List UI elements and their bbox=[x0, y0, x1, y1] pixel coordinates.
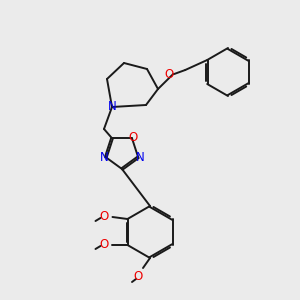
Text: O: O bbox=[128, 131, 138, 144]
Text: O: O bbox=[100, 238, 109, 251]
Text: N: N bbox=[108, 100, 116, 113]
Text: O: O bbox=[100, 211, 109, 224]
Text: O: O bbox=[134, 269, 142, 283]
Text: N: N bbox=[100, 151, 108, 164]
Text: N: N bbox=[136, 151, 145, 164]
Text: O: O bbox=[165, 68, 174, 82]
